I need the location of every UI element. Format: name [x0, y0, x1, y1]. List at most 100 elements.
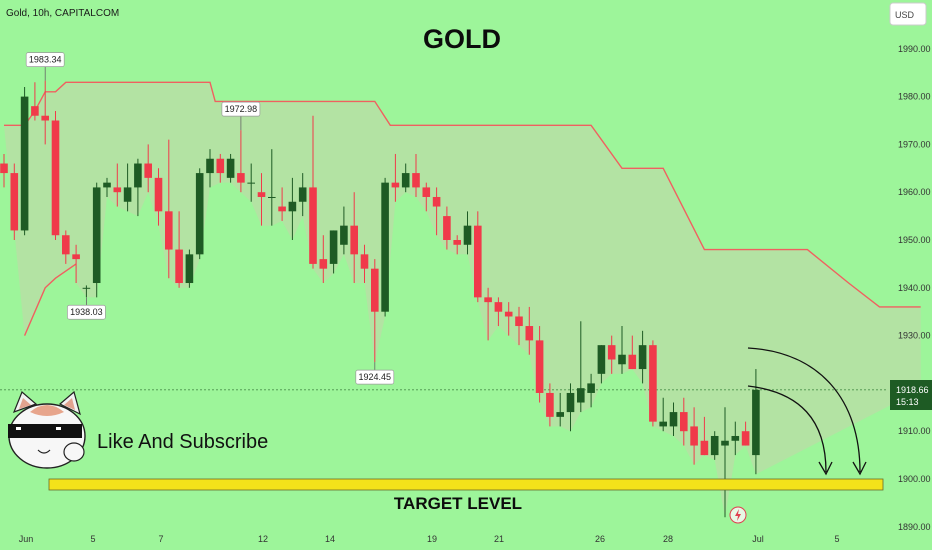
candle-body [649, 345, 657, 422]
candle-body [371, 268, 379, 312]
candle [82, 285, 91, 298]
candle-body [741, 431, 750, 446]
callout-value: 1972.98 [225, 104, 258, 114]
candle-body [185, 254, 194, 284]
candle-body [31, 106, 39, 116]
forecast-arrow-lower-head [818, 461, 833, 476]
candle [278, 187, 286, 221]
candle-body [577, 388, 585, 403]
candle-body [638, 345, 647, 370]
currency-badge[interactable] [889, 2, 927, 26]
price-annotations: 1983.34 1938.03 1972.98 1924.45 [25, 52, 395, 385]
candle-body [62, 235, 70, 255]
candle [0, 153, 8, 188]
candle [185, 249, 194, 288]
candle [103, 177, 111, 197]
mascot-forehead-patch [30, 405, 64, 416]
candle-body [51, 120, 60, 236]
candle-body [484, 297, 492, 303]
candle-body [134, 163, 142, 188]
candle [443, 206, 451, 250]
candle-body [391, 182, 400, 188]
price-callout: 1983.34 [25, 52, 65, 81]
replay-button[interactable] [729, 506, 747, 524]
candle-body [443, 216, 451, 240]
candle [247, 163, 255, 202]
forecast-arrows [747, 347, 867, 476]
candle-body [432, 196, 441, 207]
candle-body [690, 426, 698, 446]
candle-body [288, 201, 297, 212]
y-tick-label: 1910.00 [898, 426, 931, 436]
candle [298, 173, 307, 217]
candle-body [412, 173, 420, 188]
target-label: TARGET LEVEL [394, 494, 522, 513]
candle [474, 211, 482, 303]
x-tick-label: 28 [663, 534, 673, 544]
candle-body [0, 163, 8, 174]
candle-body [721, 440, 729, 446]
time-axis[interactable]: Jun 5 7 12 14 19 21 26 28 Jul 5 [19, 534, 840, 544]
candle [391, 153, 400, 202]
current-price-tag: 1918.66 15:13 [890, 380, 932, 410]
candle-body [144, 163, 152, 178]
candle [597, 345, 606, 384]
candle-body [82, 287, 91, 289]
candle-body [566, 392, 575, 413]
candle [618, 326, 626, 374]
candle [154, 168, 163, 226]
candle [525, 306, 534, 355]
candle [690, 407, 698, 465]
y-tick-label: 1950.00 [898, 235, 931, 245]
candle [113, 163, 122, 207]
candle-body [453, 240, 461, 245]
callout-box [25, 52, 65, 67]
price-callout: 1938.03 [67, 297, 106, 320]
y-tick-label: 1930.00 [898, 331, 931, 341]
candle-body [597, 345, 606, 374]
candle [700, 416, 709, 456]
y-tick-label: 1890.00 [898, 522, 931, 532]
candle-body [504, 311, 513, 317]
candle-body [154, 177, 163, 212]
mascot-glasses-shine-left [16, 427, 21, 430]
candle [535, 326, 544, 403]
candle-body [92, 187, 101, 284]
candle-body [10, 173, 19, 231]
candle [504, 302, 513, 336]
candle [10, 163, 19, 240]
price-tag-countdown: 15:13 [896, 397, 919, 407]
y-tick-label: 1900.00 [898, 474, 931, 484]
candle [463, 211, 472, 255]
candle [92, 182, 101, 298]
candle-body [535, 340, 544, 393]
candle-body [350, 225, 358, 255]
candle [72, 244, 80, 284]
y-tick-label: 1970.00 [898, 139, 931, 149]
candle-body [206, 158, 214, 174]
candle-body [474, 225, 482, 298]
candle-body [710, 435, 719, 456]
price-callout: 1924.45 [355, 362, 395, 385]
candle [577, 321, 585, 413]
candle [144, 144, 152, 193]
target-zone [48, 478, 884, 491]
candle [432, 187, 441, 236]
candle [566, 383, 575, 432]
candle [607, 335, 616, 374]
x-tick-label: 19 [427, 534, 437, 544]
candle [206, 149, 214, 188]
y-tick-label: 1990.00 [898, 44, 931, 54]
candle [123, 163, 132, 212]
x-tick-label: 5 [834, 534, 839, 544]
mascot-sunglasses [8, 424, 82, 438]
callout-value: 1983.34 [29, 55, 62, 65]
band-lower-line [23, 263, 77, 336]
candle-body [329, 230, 338, 264]
candle [659, 397, 667, 432]
lightning-icon [735, 509, 741, 521]
candle-body [41, 115, 49, 121]
candle-body [165, 211, 173, 250]
candle-body [731, 435, 740, 441]
